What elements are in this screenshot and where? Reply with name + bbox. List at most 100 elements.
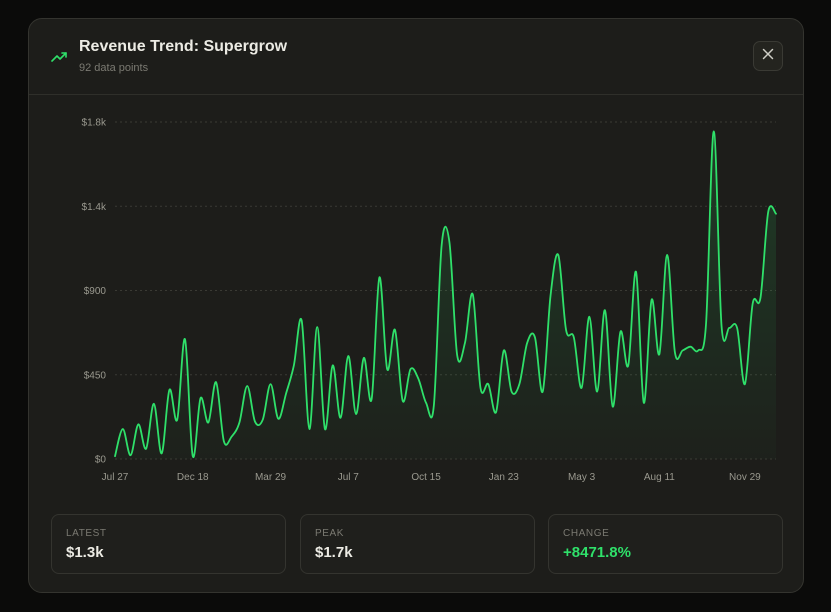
data-point [650, 298, 654, 302]
data-point [175, 418, 179, 422]
data-point [657, 352, 661, 356]
data-point [362, 356, 366, 360]
data-point [735, 326, 739, 330]
y-tick-label: $450 [84, 370, 107, 381]
data-point [486, 382, 490, 386]
y-tick-label: $900 [84, 286, 107, 297]
data-point-count: 92 data points [79, 62, 149, 74]
data-point [323, 427, 327, 431]
data-point [230, 435, 234, 439]
revenue-trend-modal: Revenue Trend: Supergrow 92 data points … [28, 18, 804, 593]
data-point [774, 212, 778, 216]
data-point [331, 363, 335, 367]
data-point [315, 325, 319, 329]
data-point [440, 244, 444, 248]
data-point [409, 367, 413, 371]
data-point [673, 350, 677, 354]
data-point [346, 354, 350, 358]
data-point [696, 348, 700, 352]
data-point [572, 335, 576, 339]
data-point [471, 292, 475, 296]
data-point [603, 308, 607, 312]
data-point [300, 318, 304, 322]
data-point [587, 315, 591, 319]
data-point [564, 328, 568, 332]
stat-label: LATEST [66, 528, 107, 539]
x-tick-label: Nov 29 [729, 472, 761, 483]
stat-value: +8471.8% [563, 544, 631, 561]
data-point [416, 376, 420, 380]
data-point [237, 420, 241, 424]
close-button[interactable] [753, 41, 783, 71]
data-point [269, 382, 273, 386]
data-point [541, 390, 545, 394]
data-point [447, 240, 451, 244]
revenue-line-chart: $0 $450 $900 $1.4k $1.8k Jul 27 Dec 18 Mar 29 J… [82, 118, 778, 483]
data-point [167, 388, 171, 392]
data-point [152, 402, 156, 406]
data-point [525, 341, 529, 345]
data-point [642, 401, 646, 405]
data-point [618, 330, 622, 334]
data-point [261, 418, 265, 422]
modal-header: Revenue Trend: Supergrow 92 data points [29, 19, 803, 95]
y-tick-label: $0 [95, 455, 107, 466]
data-point [478, 386, 482, 390]
close-icon [762, 47, 774, 65]
data-point [517, 382, 521, 386]
data-point [704, 322, 708, 326]
x-tick-label: May 3 [568, 472, 596, 483]
data-point [160, 451, 164, 455]
data-point [370, 397, 374, 401]
data-point [183, 337, 187, 341]
x-tick-label: Mar 29 [255, 472, 287, 483]
y-tick-label: $1.8k [82, 118, 107, 129]
data-point [720, 324, 724, 328]
data-point [751, 302, 755, 306]
stat-value: $1.3k [66, 544, 104, 561]
x-tick-label: Jan 23 [489, 472, 519, 483]
data-point [556, 253, 560, 257]
data-point [494, 410, 498, 414]
data-point [634, 270, 638, 274]
data-point [144, 447, 148, 451]
data-point [611, 405, 615, 409]
y-tick-label: $1.4k [82, 202, 107, 213]
data-point [121, 427, 125, 431]
data-point [136, 422, 140, 426]
stat-label: CHANGE [563, 528, 610, 539]
data-point [580, 386, 584, 390]
x-tick-label: Jul 27 [102, 472, 129, 483]
data-point [548, 294, 552, 298]
data-point [401, 399, 405, 403]
stat-latest: LATEST $1.3k [51, 514, 286, 574]
data-point [129, 453, 133, 457]
data-point [766, 210, 770, 214]
data-point [377, 275, 381, 279]
x-tick-label: Jul 7 [338, 472, 360, 483]
data-point [253, 420, 257, 424]
data-point [510, 390, 514, 394]
data-point [712, 129, 716, 133]
data-point [455, 353, 459, 357]
trending-up-icon [51, 50, 67, 62]
data-point [292, 363, 296, 367]
data-point [533, 335, 537, 339]
x-tick-label: Aug 11 [644, 472, 675, 483]
modal-title: Revenue Trend: Supergrow [79, 38, 288, 55]
data-point [743, 382, 747, 386]
data-point [432, 404, 436, 408]
data-point [339, 416, 343, 420]
x-tick-label: Oct 15 [411, 472, 441, 483]
data-point [463, 341, 467, 345]
data-point [681, 348, 685, 352]
stat-value: $1.7k [315, 544, 353, 561]
stat-peak: PEAK $1.7k [300, 514, 535, 574]
data-point [758, 296, 762, 300]
data-point [385, 367, 389, 371]
data-point [424, 401, 428, 405]
data-point [113, 454, 117, 458]
data-point [626, 363, 630, 367]
data-point [727, 326, 731, 330]
data-point [307, 427, 311, 431]
